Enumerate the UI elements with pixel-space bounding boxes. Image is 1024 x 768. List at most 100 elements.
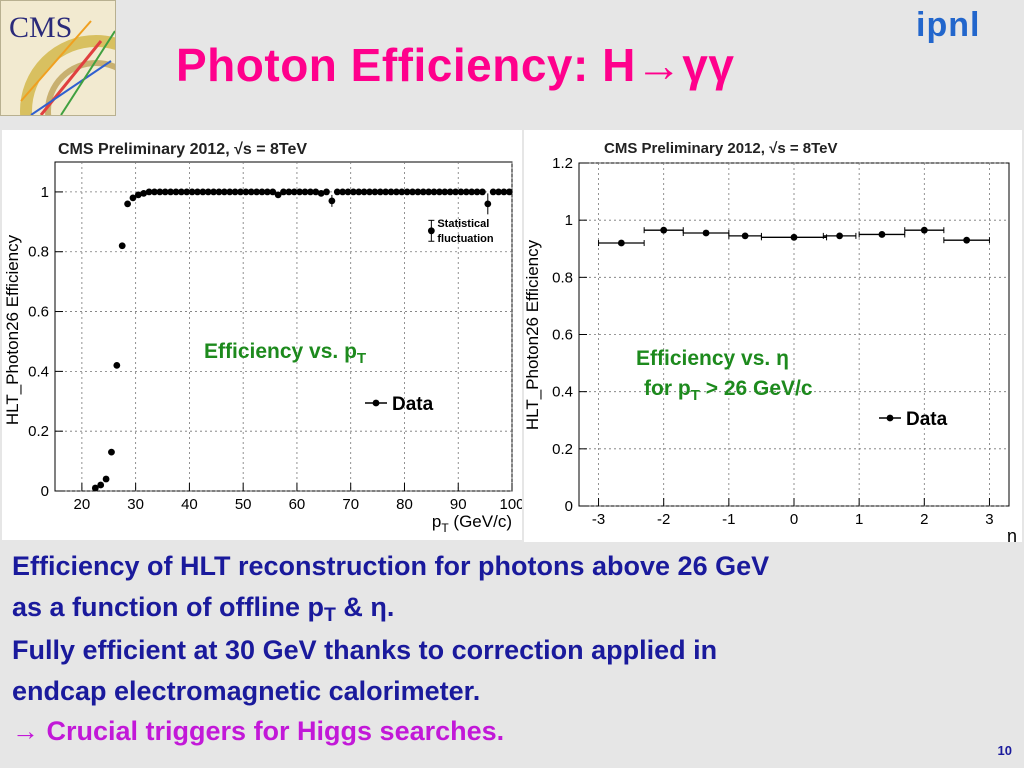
data-point bbox=[446, 188, 454, 196]
data-point bbox=[220, 188, 228, 196]
annotation-line1: Efficiency vs. η bbox=[636, 347, 789, 370]
body-line-5-text: Crucial triggers for Higgs searches. bbox=[39, 716, 505, 746]
y-tick-label: 0.2 bbox=[552, 441, 573, 458]
arrow-icon: → bbox=[12, 716, 39, 746]
legend-label: Data bbox=[906, 409, 948, 430]
data-point bbox=[495, 188, 502, 196]
data-point bbox=[339, 188, 347, 196]
data-point bbox=[360, 188, 368, 196]
data-point bbox=[741, 232, 749, 240]
data-point bbox=[484, 200, 492, 208]
data-point bbox=[333, 188, 341, 196]
x-tick-label: 30 bbox=[127, 496, 144, 513]
x-tick-label: -1 bbox=[722, 511, 735, 528]
x-tick-label: 3 bbox=[985, 511, 993, 528]
chart-efficiency-vs-pt: 20 30 40 50 60 70 80 90 100 0 0.2 0.4 0.6 0.8 1 CMS Pre… bbox=[2, 130, 522, 540]
annotation-line2-prefix: for p bbox=[644, 377, 691, 400]
data-point bbox=[204, 188, 212, 196]
data-point bbox=[113, 361, 121, 369]
data-point bbox=[306, 188, 314, 196]
data-point bbox=[660, 226, 668, 234]
body-line-2-prefix: as a function of offline p bbox=[12, 591, 324, 622]
data-point bbox=[237, 188, 244, 196]
data-point bbox=[457, 188, 465, 196]
x-tick-label: 2 bbox=[920, 511, 928, 528]
data-point bbox=[836, 232, 844, 240]
slide-title: Photon Efficiency: H→γγ bbox=[176, 39, 735, 91]
data-point bbox=[280, 188, 287, 196]
data-point bbox=[317, 190, 325, 197]
x-tick-label: -2 bbox=[657, 511, 670, 528]
data-point bbox=[156, 188, 164, 196]
chart-efficiency-vs-eta-svg: -3 -2 -1 0 1 2 3 0 0.2 0.4 0.6 0.8 1 1.2 CMS Prelimina… bbox=[524, 140, 1017, 542]
data-point bbox=[194, 188, 201, 196]
y-tick-label: 0 bbox=[41, 483, 49, 500]
data-point bbox=[129, 194, 137, 202]
body-line-1: Efficiency of HLT reconstruction for pho… bbox=[12, 551, 770, 581]
x-tick-label: -3 bbox=[592, 511, 605, 528]
y-tick-label: 0.8 bbox=[552, 269, 573, 286]
data-point bbox=[382, 188, 390, 196]
data-point bbox=[161, 188, 169, 196]
data-point bbox=[371, 188, 379, 196]
data-point bbox=[441, 188, 449, 196]
data-point bbox=[387, 188, 395, 196]
annotation-efficiency-vs-eta: Efficiency vs. η for pT > 26 GeV/c bbox=[636, 344, 813, 406]
data-point bbox=[468, 188, 476, 196]
ipnl-logo-text: ipnl bbox=[916, 6, 980, 44]
data-point bbox=[269, 188, 277, 196]
data-point bbox=[102, 475, 110, 483]
data-point bbox=[489, 188, 497, 196]
data-point bbox=[349, 188, 357, 196]
y-tick-label: 0.4 bbox=[552, 384, 573, 401]
annotation-line2-suffix: > 26 GeV/c bbox=[699, 377, 813, 400]
y-tick-label: 1 bbox=[565, 212, 573, 229]
data-point bbox=[167, 188, 174, 196]
x-tick-label: 20 bbox=[74, 496, 91, 513]
data-point bbox=[403, 188, 411, 196]
annotation-efficiency-vs-pt: Efficiency vs. pT bbox=[204, 340, 367, 367]
data-point bbox=[425, 188, 433, 196]
data-point bbox=[920, 226, 928, 234]
y-tick-label: 1 bbox=[41, 184, 49, 201]
data-point bbox=[323, 188, 330, 196]
data-point bbox=[344, 188, 352, 196]
y-tick-label: 0.6 bbox=[28, 304, 49, 321]
data-point bbox=[479, 188, 486, 196]
data-point bbox=[290, 188, 298, 196]
body-line-2-subscript: T bbox=[324, 604, 336, 627]
y-tick-label: 0.2 bbox=[28, 423, 49, 440]
data-point bbox=[376, 188, 384, 196]
data-point bbox=[199, 188, 207, 196]
data-point bbox=[366, 188, 373, 196]
y-tick-label: 1.2 bbox=[552, 155, 573, 172]
data-point bbox=[215, 188, 223, 196]
data-point bbox=[151, 188, 158, 196]
data-point bbox=[505, 188, 513, 196]
stat-annotation-line1: Statistical bbox=[437, 218, 489, 230]
page-number: 10 bbox=[997, 743, 1012, 758]
slide-body-text: Efficiency of HLT reconstruction for pho… bbox=[12, 546, 1012, 752]
annotation-line2-subscript: T bbox=[690, 386, 700, 404]
legend-label: Data bbox=[392, 394, 434, 415]
chart-efficiency-vs-eta: -3 -2 -1 0 1 2 3 0 0.2 0.4 0.6 0.8 1 1.2 CMS Prelimina… bbox=[524, 130, 1022, 542]
data-point bbox=[188, 188, 196, 196]
data-point bbox=[177, 188, 185, 196]
data-point bbox=[172, 188, 180, 196]
data-point bbox=[145, 188, 153, 196]
data-point bbox=[430, 188, 438, 196]
data-point bbox=[419, 188, 427, 196]
data-point bbox=[140, 190, 148, 197]
data-point bbox=[312, 188, 320, 196]
data-point bbox=[285, 188, 293, 196]
x-tick-label: 1 bbox=[855, 511, 863, 528]
x-tick-label: 0 bbox=[790, 511, 798, 528]
y-tick-label: 0 bbox=[565, 498, 573, 515]
x-tick-label: 50 bbox=[235, 496, 252, 513]
body-line-2: as a function of offline pT & η. bbox=[12, 587, 1012, 631]
body-line-5: → Crucial triggers for Higgs searches. bbox=[12, 711, 1012, 752]
annotation-subscript: T bbox=[356, 349, 367, 367]
data-point bbox=[258, 188, 266, 196]
data-point bbox=[226, 188, 234, 196]
data-point bbox=[436, 188, 443, 196]
